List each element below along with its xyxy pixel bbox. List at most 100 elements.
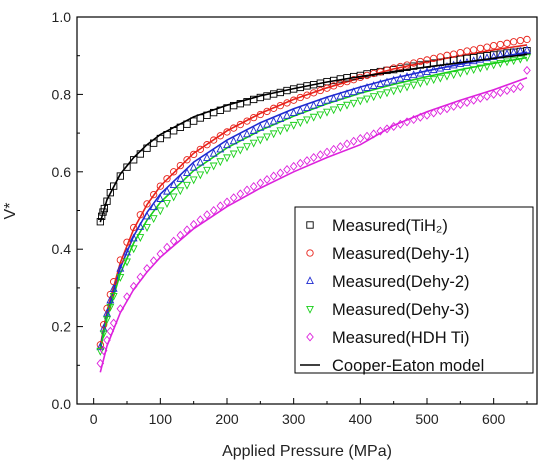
data-point [103, 308, 111, 317]
x-axis-label: Applied Pressure (MPa) [222, 443, 392, 460]
data-point [130, 223, 138, 232]
series-4-markers [96, 65, 531, 368]
data-point [290, 96, 298, 104]
data-point [100, 204, 108, 213]
data-point [389, 75, 398, 84]
data-point [223, 140, 231, 149]
data-point [436, 74, 445, 83]
data-point [123, 292, 131, 302]
data-point [316, 150, 325, 160]
data-point [329, 144, 338, 154]
data-point [430, 54, 438, 63]
data-point [383, 77, 391, 86]
data-point [523, 45, 531, 54]
data-point [476, 44, 484, 52]
series-2-markers [96, 45, 531, 351]
data-point [243, 117, 251, 125]
data-point [423, 56, 431, 64]
data-point [356, 134, 365, 144]
data-point [343, 89, 351, 98]
data-point [276, 168, 285, 178]
data-point [316, 111, 325, 120]
data-point [416, 112, 425, 122]
data-point [496, 60, 505, 68]
data-point [99, 346, 108, 356]
data-point [249, 125, 258, 134]
data-point [443, 104, 451, 114]
data-point [156, 249, 165, 259]
data-point [516, 36, 524, 45]
data-point [223, 154, 231, 163]
data-point [410, 59, 418, 67]
data-point [483, 91, 491, 101]
data-point [269, 116, 278, 125]
data-point [336, 142, 345, 152]
data-point [229, 193, 238, 203]
data-point [316, 86, 324, 95]
data-point [303, 91, 311, 99]
data-point [309, 152, 318, 162]
data-point [183, 156, 191, 164]
data-point [269, 171, 278, 181]
data-point [243, 185, 251, 195]
data-point [423, 78, 431, 87]
data-point [436, 106, 445, 116]
data-point [156, 207, 165, 216]
y-tick-label: 0.6 [52, 164, 72, 180]
data-point [96, 358, 105, 368]
data-point [116, 263, 125, 272]
data-point [149, 215, 158, 224]
data-point [243, 143, 251, 152]
data-point [456, 69, 465, 78]
data-point [456, 48, 464, 57]
data-point [170, 168, 178, 176]
data-point [509, 84, 518, 94]
data-point [96, 342, 105, 351]
data-point [476, 93, 485, 103]
data-point [96, 347, 105, 356]
data-point [503, 58, 511, 67]
data-point [309, 100, 318, 109]
data-point [443, 72, 451, 81]
data-point [143, 264, 151, 274]
data-point [289, 108, 298, 117]
data-point [349, 87, 358, 96]
data-point [309, 113, 318, 122]
data-point [436, 53, 444, 61]
data-point [176, 230, 185, 240]
data-point [343, 139, 351, 149]
data-point [296, 105, 305, 114]
data-point [129, 281, 138, 291]
data-point [383, 124, 391, 134]
data-point [203, 153, 211, 161]
data-point [236, 132, 245, 141]
data-point [450, 50, 458, 58]
cooper-eaton-model-line [99, 53, 528, 223]
data-point [216, 201, 225, 211]
data-point [189, 219, 198, 229]
data-point [176, 187, 185, 196]
data-point [516, 82, 525, 92]
data-point [270, 104, 278, 112]
data-point [99, 330, 108, 339]
data-point [276, 127, 285, 136]
data-point [123, 247, 131, 256]
data-point [329, 106, 338, 115]
data-point [509, 47, 518, 56]
legend-marker [306, 221, 314, 229]
data-point [106, 326, 115, 336]
data-point [483, 43, 491, 51]
data-point [183, 225, 191, 235]
data-point [136, 234, 145, 243]
data-point [249, 139, 258, 148]
data-point [103, 316, 111, 325]
data-point [216, 132, 224, 140]
data-point [396, 62, 404, 71]
data-point [106, 295, 115, 304]
data-point [456, 99, 465, 109]
data-point [516, 46, 525, 55]
data-point [356, 97, 365, 106]
data-point [490, 41, 498, 50]
data-point [236, 146, 245, 155]
